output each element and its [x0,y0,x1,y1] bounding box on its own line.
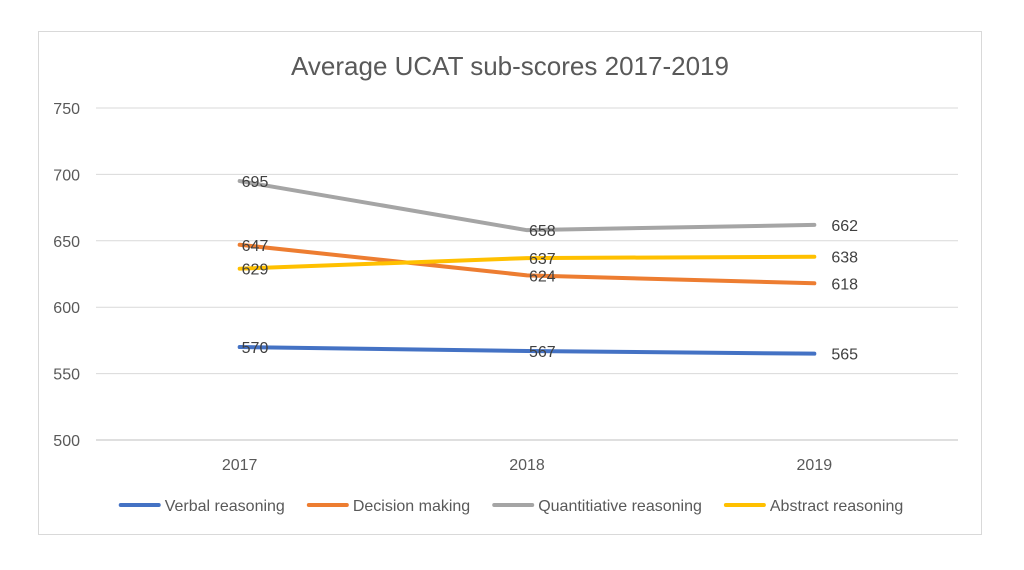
data-label-s4-2018: 637 [529,251,556,268]
legend-label-3: Quantitiative reasoning [538,498,702,515]
legend-item-2: Decision making [306,498,470,515]
y-tick-label-500: 500 [53,433,80,450]
y-tick-label-600: 600 [53,300,80,317]
y-tick-label-550: 550 [53,367,80,384]
data-label-s3-2017: 695 [242,174,269,191]
data-label-s4-2017: 629 [242,262,269,279]
series-line-3 [237,179,817,233]
legend: Verbal reasoning Decision making Quantitia… [118,498,903,515]
data-label-s2-2019: 618 [831,276,858,293]
series-line-2 [237,242,817,286]
data-label-s2-2018: 624 [529,268,556,285]
data-labels: 570 567 565 647 624 618 695 658 662 629 637 638 [242,174,858,364]
data-label-s2-2017: 647 [242,238,269,255]
gridlines [96,107,958,441]
x-axis-ticks: 2017 2018 2019 [222,457,832,474]
data-label-s1-2018: 567 [529,344,556,361]
legend-item-1: Verbal reasoning [118,498,285,515]
legend-label-2: Decision making [353,498,470,515]
data-label-s4-2019: 638 [831,250,858,267]
data-label-s3-2019: 662 [831,218,858,235]
chart-title: Average UCAT sub-scores 2017-2019 [291,51,729,81]
data-label-s1-2017: 570 [242,340,269,357]
series-lines [237,179,817,356]
legend-label-1: Verbal reasoning [165,498,285,515]
x-tick-label-2019: 2019 [797,457,833,474]
y-tick-label-750: 750 [53,101,80,118]
y-tick-label-650: 650 [53,234,80,251]
x-tick-label-2018: 2018 [509,457,545,474]
legend-label-4: Abstract reasoning [770,498,903,515]
data-label-s1-2019: 565 [831,347,858,364]
x-tick-label-2017: 2017 [222,457,258,474]
chart-frame [38,31,982,535]
series-line-4 [237,254,817,271]
data-label-s3-2018: 658 [529,223,556,240]
legend-item-4: Abstract reasoning [723,498,903,515]
y-tick-label-700: 700 [53,167,80,184]
legend-item-3: Quantitiative reasoning [492,498,702,515]
series-line-1 [237,345,817,356]
y-axis-ticks: 500 550 600 650 700 750 [53,101,80,450]
